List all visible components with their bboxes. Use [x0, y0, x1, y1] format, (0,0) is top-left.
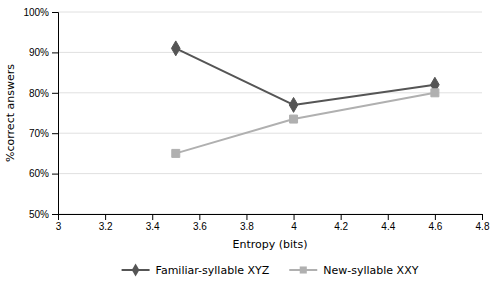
- series-line: [176, 93, 435, 154]
- tick-label: 3.6: [193, 221, 207, 232]
- y-axis: 50% 60% 70% 80% 90% 100%: [23, 7, 58, 220]
- tick-label: 3: [56, 221, 62, 232]
- x-axis: 3 3.2 3.4 3.6 3.8 4 4.2 4.4 4.6 4.8: [56, 214, 490, 232]
- data-point: [431, 89, 439, 97]
- y-axis-title: %correct answers: [4, 64, 17, 162]
- chart: 3 3.2 3.4 3.6 3.8 4 4.2 4.4 4.6 4.8 50% 60% 70% 80% 90…: [0, 0, 500, 286]
- tick-mark: [52, 133, 58, 134]
- data-point: [290, 115, 298, 123]
- tick: 90%: [29, 47, 58, 58]
- tick-label: 3.2: [99, 221, 113, 232]
- tick-mark: [246, 214, 247, 220]
- tick: 4.6: [428, 214, 442, 232]
- data-point: [171, 41, 180, 56]
- tick: 3: [56, 214, 62, 232]
- tick-label: 4.6: [428, 221, 442, 232]
- series-area: [171, 41, 439, 157]
- x-axis-title: Entropy (bits): [233, 238, 308, 251]
- tick-label: 4.2: [334, 221, 348, 232]
- tick: 3.6: [193, 214, 207, 232]
- tick-mark: [52, 12, 58, 13]
- tick-label: 90%: [29, 47, 49, 58]
- tick-label: 4.4: [381, 221, 395, 232]
- plot: 3 3.2 3.4 3.6 3.8 4 4.2 4.4 4.6 4.8 50% 60% 70% 80% 90…: [23, 7, 489, 232]
- tick-label: 70%: [29, 128, 49, 139]
- tick-label: 50%: [29, 209, 49, 220]
- tick-mark: [435, 214, 436, 220]
- tick: 4.8: [476, 214, 490, 232]
- tick-mark: [341, 214, 342, 220]
- tick-mark: [294, 214, 295, 220]
- grid: [58, 12, 482, 214]
- grid-line: [58, 133, 482, 134]
- tick: 3.8: [240, 214, 254, 232]
- tick-label: 3.4: [146, 221, 160, 232]
- tick-mark: [199, 214, 200, 220]
- legend-item: New-syllable XXY: [289, 264, 418, 277]
- tick: 80%: [29, 88, 58, 99]
- grid-line: [58, 12, 482, 13]
- legend-marker: [132, 263, 140, 276]
- grid-line: [58, 173, 482, 174]
- tick-label: 4.8: [476, 221, 490, 232]
- tick-mark: [152, 214, 153, 220]
- tick-mark: [388, 214, 389, 220]
- tick-mark: [105, 214, 106, 220]
- grid-line: [58, 52, 482, 53]
- tick-mark: [482, 214, 483, 220]
- tick-mark: [52, 214, 58, 215]
- tick-label: 3.8: [240, 221, 254, 232]
- data-point: [289, 97, 298, 112]
- tick: 100%: [23, 7, 58, 18]
- tick: 3.4: [146, 214, 160, 232]
- legend-marker: [300, 266, 307, 273]
- tick-label: 4: [291, 221, 297, 232]
- tick-mark: [52, 52, 58, 53]
- data-point: [172, 149, 180, 157]
- tick: 4.2: [334, 214, 348, 232]
- axis-line: [59, 215, 483, 221]
- series-line: [176, 48, 435, 105]
- tick: 60%: [29, 168, 58, 179]
- tick-mark: [52, 93, 58, 94]
- legend-label: New-syllable XXY: [323, 264, 418, 277]
- legend-item: Familiar-syllable XYZ: [122, 263, 270, 276]
- tick: 4: [291, 214, 297, 232]
- tick: 4.4: [381, 214, 395, 232]
- axis-line: [52, 13, 59, 215]
- tick-mark: [52, 174, 58, 175]
- tick-label: 60%: [29, 168, 49, 179]
- legend-label: Familiar-syllable XYZ: [156, 264, 270, 277]
- legend: Familiar-syllable XYZ New-syllable XXY: [122, 263, 419, 276]
- tick: 50%: [29, 209, 58, 220]
- tick-label: 80%: [29, 88, 49, 99]
- tick: 70%: [29, 128, 58, 139]
- tick: 3.2: [99, 214, 113, 232]
- tick-label: 100%: [23, 7, 49, 18]
